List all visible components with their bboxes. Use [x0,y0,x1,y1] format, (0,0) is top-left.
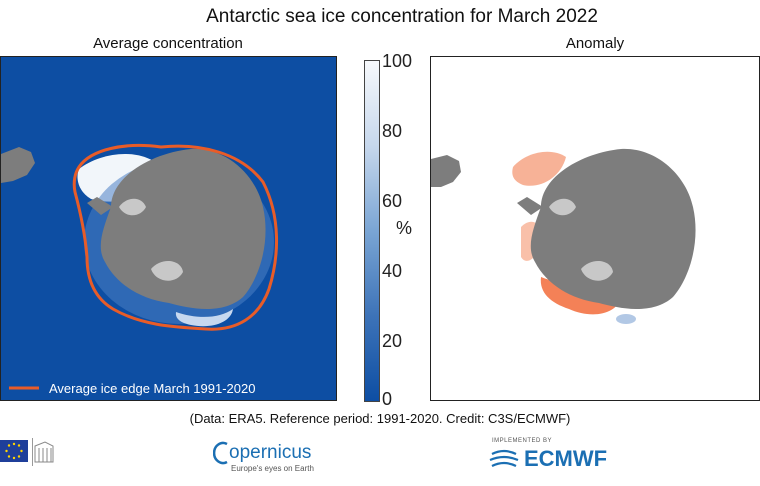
anomaly-svg [431,148,696,324]
ecmwf-tagline: IMPLEMENTED BY [492,438,553,444]
antarctica-land [100,148,266,309]
tick-100: 100 [382,51,413,71]
south-america-land [431,155,461,187]
antarctica-land [530,148,696,309]
eu-commission-building-icon [32,438,55,466]
ross-ice-shelf [581,261,613,281]
ecmwf-symbol-icon [489,449,519,467]
left-panel-subtitle: Average concentration [93,35,243,52]
copernicus-name: opernicus [229,442,312,463]
colorbar-ticks: 100 80 60 40 20 0 [382,51,422,411]
tick-0: 0 [382,389,393,409]
tick-20: 20 [382,331,403,351]
tick-60: 60 [382,191,403,211]
colorbar-unit: % [396,218,413,238]
tick-40: 40 [382,261,403,281]
eu-logo [0,436,58,470]
tick-80: 80 [382,121,403,141]
data-credit-caption: (Data: ERA5. Reference period: 1991-2020… [189,411,571,426]
south-america-land [1,147,35,183]
ronne-ice-shelf [119,198,146,216]
antarctic-peninsula [517,197,543,215]
copernicus-tagline: Europe's eyes on Earth [231,464,314,473]
anomaly-patch-positive [616,314,636,324]
average-ice-edge-contour [72,143,279,331]
figure-title: Antarctic sea ice concentration for Marc… [206,6,598,27]
copernicus-c-icon [213,441,228,465]
legend-label: Average ice edge March 1991-2020 [49,381,255,396]
ecmwf-logo: IMPLEMENTED BY ECMWF [488,438,628,474]
ross-ice-shelf [151,261,183,281]
average-concentration-map: Average ice edge March 1991-2020 [0,56,337,401]
ross-sea-ice [175,309,233,327]
copernicus-logo: opernicus Europe's eyes on Earth [213,440,333,474]
antarctic-peninsula [87,197,113,215]
ronne-ice-shelf [549,198,576,216]
eu-flag-icon [0,440,28,462]
anomaly-map [430,56,760,401]
anomaly-patch-weddell [512,151,566,186]
average-concentration-svg: Average ice edge March 1991-2020 [1,143,279,396]
right-panel-subtitle: Anomaly [565,35,625,52]
ecmwf-name: ECMWF [524,446,608,471]
colorbar [364,60,380,402]
